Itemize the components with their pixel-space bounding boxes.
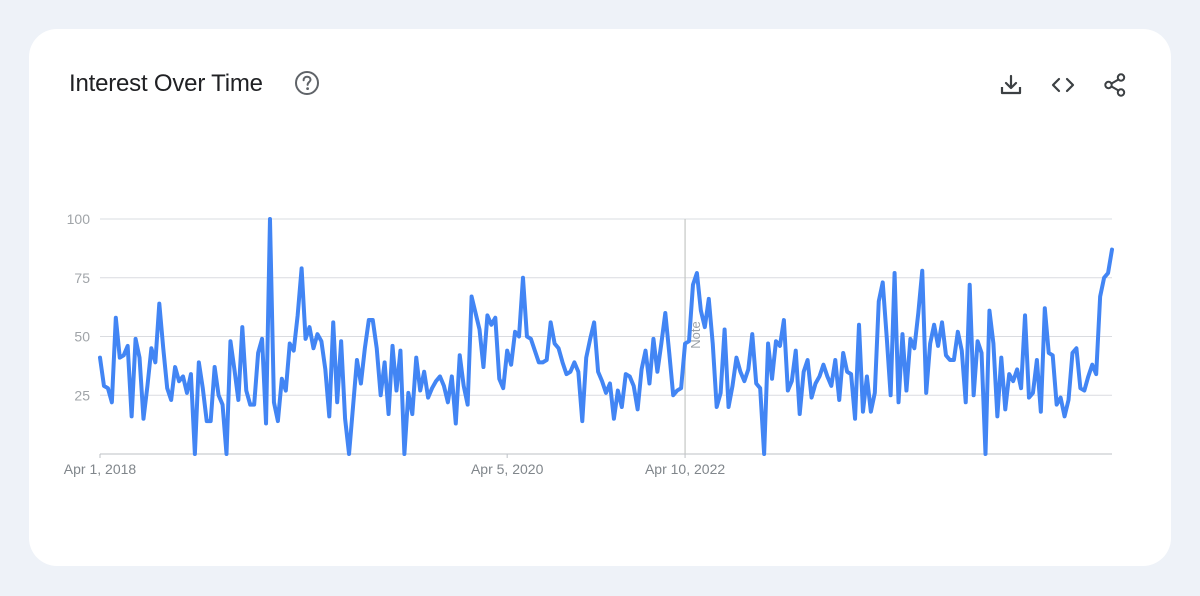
x-tick-label: Apr 1, 2018 [64, 461, 137, 477]
share-button[interactable] [1099, 69, 1131, 101]
x-tick-label: Apr 5, 2020 [471, 461, 544, 477]
y-tick-label: 50 [74, 329, 90, 345]
help-circle-icon[interactable] [294, 70, 320, 96]
download-icon [1000, 74, 1022, 95]
interest-line-chart: 25 50 75 100 Apr 1, 2018 Apr 5, 2020 Apr 10, 2… [64, 211, 1114, 477]
x-tick-label: Apr 10, 2022 [645, 461, 725, 477]
y-tick-label: 75 [74, 270, 90, 286]
share-icon [1104, 73, 1126, 97]
download-button[interactable] [995, 69, 1027, 101]
y-tick-label: 25 [74, 387, 90, 403]
code-icon [1051, 77, 1075, 93]
embed-button[interactable] [1047, 69, 1079, 101]
y-tick-label: 100 [67, 211, 91, 227]
interest-series-line [98, 217, 1114, 456]
card-actions [995, 69, 1131, 101]
interest-over-time-card: Interest Over Time [29, 29, 1171, 566]
card-title: Interest Over Time [69, 70, 263, 97]
